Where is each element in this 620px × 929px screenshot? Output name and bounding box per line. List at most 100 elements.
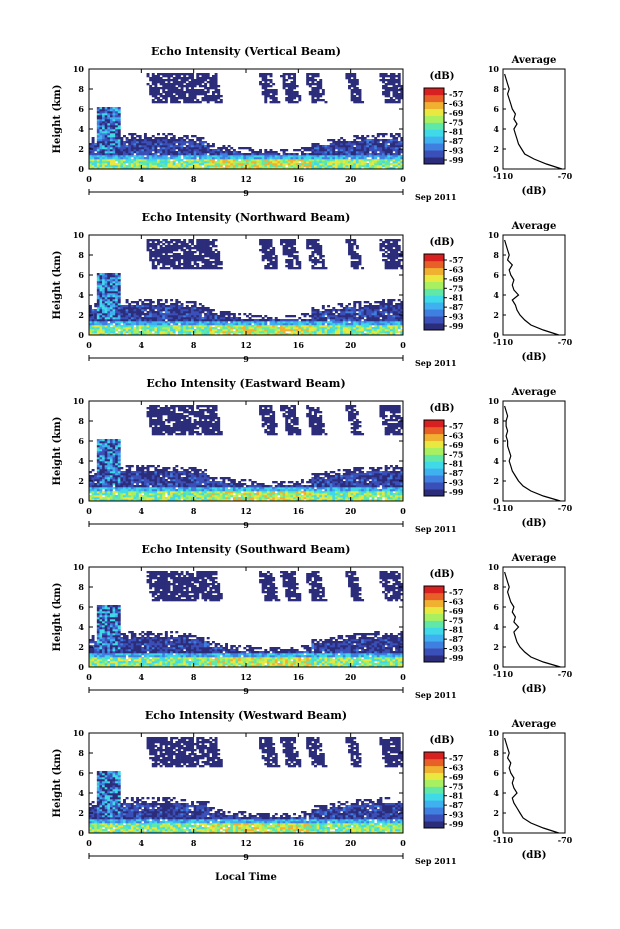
heatmap-cell [348,151,351,154]
heatmap-cell [167,313,171,316]
heatmap-cell [164,93,168,96]
heatmap-cell [193,309,197,312]
heatmap-cell [180,303,184,306]
heatmap-cell [157,97,160,100]
heatmap-cell [125,151,129,154]
heatmap-cell [306,325,310,328]
heatmap-cell [361,101,365,104]
heatmap-cell [141,331,145,334]
heatmap-cell [248,161,252,164]
heatmap-cell [389,311,393,314]
heatmap-cell [96,489,100,492]
heatmap-cell [295,251,299,254]
heatmap-cell [136,155,140,158]
heatmap-cell [314,167,317,170]
heatmap-cell [175,101,179,104]
heatmap-cell [183,307,187,310]
heatmap-cell [102,153,105,156]
heatmap-cell [319,99,323,102]
heatmap-cell [266,83,270,86]
heatmap-cell [91,475,95,478]
heatmap-cell [154,139,158,142]
heatmap-cell [109,135,113,138]
heatmap-cell [193,267,197,270]
heatmap-cell [99,279,103,282]
heatmap-cell [123,151,126,154]
heatmap-cell [314,145,317,148]
heatmap-cell [185,101,189,104]
heatmap-cell [123,333,126,336]
heatmap-cell [329,325,333,328]
heatmap-cell [136,329,140,332]
heatmap-cell [319,317,323,320]
heatmap-cell [102,143,105,146]
heatmap-cell [303,153,307,156]
heatmap-cell [102,117,105,120]
heatmap-cell [363,137,367,140]
heatmap-cell [89,143,92,146]
heatmap-cell [162,159,166,162]
heatmap-cell [196,241,200,244]
heatmap-cell [196,309,200,312]
heatmap-cell [123,319,126,322]
heatmap-cell [319,253,323,256]
y-tick-label: 8 [78,84,84,94]
heatmap-cell [172,87,176,90]
colorbar-tick-label: -63 [449,98,464,108]
heatmap-cell [303,331,307,334]
heatmap-cell [397,147,401,150]
heatmap-cell [222,329,226,332]
heatmap-cell [109,313,113,316]
heatmap-cell [143,157,147,160]
heatmap-cell [269,249,273,252]
heatmap-cell [143,153,147,156]
heatmap-cell [128,149,132,152]
heatmap-cell [353,165,357,168]
heatmap-cell [353,73,357,76]
heatmap-cell [164,99,168,102]
heatmap-cell [120,305,124,308]
heatmap-cell [400,305,404,308]
heatmap-cell [392,143,396,146]
heatmap-cell [136,147,140,150]
heatmap-cell [382,299,385,302]
heatmap-cell [136,149,140,152]
heatmap-cell [107,279,111,282]
heatmap-cell [379,307,383,310]
heatmap-cell [272,159,276,162]
panel-2: Echo Intensity (Eastward Beam)0246810Hei… [52,377,573,534]
heatmap-cell [389,133,393,136]
heatmap-cell [206,247,210,250]
heatmap-cell [107,149,111,152]
heatmap-cell [269,261,273,264]
heatmap-cell [211,241,215,244]
heatmap-cell [159,317,163,320]
heatmap-cell [308,153,312,156]
heatmap-cell [389,261,393,264]
heatmap-cell [355,253,359,256]
heatmap-cell [316,251,320,254]
heatmap-cell [395,331,399,334]
heatmap-cell [332,157,336,160]
heatmap-cell [99,329,103,332]
heatmap-cell [382,157,385,160]
heatmap-cell [211,95,215,98]
heatmap-cell [227,155,231,158]
heatmap-cell [154,327,158,330]
heatmap-cell [159,251,163,254]
heatmap-cell [366,333,370,336]
heatmap-cell [376,161,380,164]
heatmap-cell [130,307,134,310]
heatmap-cell [243,163,247,166]
heatmap-cell [308,161,312,164]
heatmap-cell [102,307,105,310]
heatmap-cell [348,333,351,336]
heatmap-cell [180,149,184,152]
heatmap-cell [240,331,244,334]
heatmap-cell [102,149,105,152]
heatmap-cell [115,317,119,320]
heatmap-cell [240,165,244,168]
heatmap-cell [319,159,323,162]
heatmap-cell [117,289,121,292]
heatmap-cell [209,313,213,316]
